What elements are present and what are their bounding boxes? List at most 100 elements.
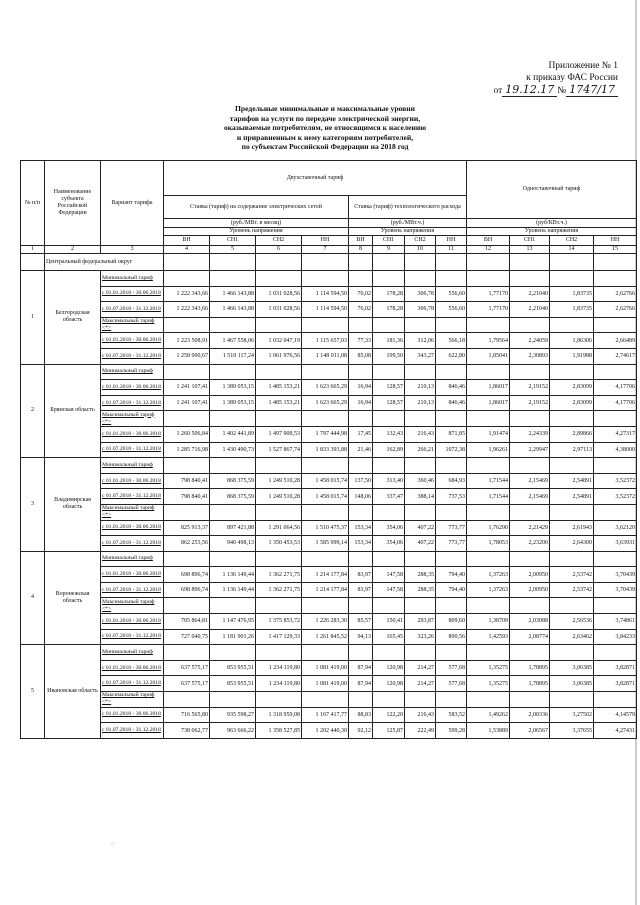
tariff-value: 1 202 440,30 <box>301 722 349 739</box>
header-two-rate: Двухставочный тариф <box>162 160 468 196</box>
empty-cell <box>163 316 210 334</box>
empty-cell <box>209 457 256 474</box>
tariff-value: 2,64300 <box>549 535 595 552</box>
tariff-value: 794,40 <box>434 581 468 599</box>
empty-cell <box>509 550 551 568</box>
tariff-value: 214,27 <box>404 659 436 677</box>
voltage-label: Уровень напряжения <box>347 227 468 236</box>
tariff-value: 178,28 <box>372 301 405 318</box>
tariff-value: 2,66489 <box>593 332 638 349</box>
empty-cell <box>348 597 373 615</box>
tariff-label-row: 1 Белгородская область Минимальный тариф <box>20 270 638 365</box>
tariff-value: 293,87 <box>404 613 436 630</box>
tariff-value: 1 285 716,98 <box>163 441 210 459</box>
empty-cell <box>348 363 373 381</box>
empty-cell <box>404 457 436 474</box>
tariff-value: 2,53742 <box>549 566 595 583</box>
tariff-value: 738 062,77 <box>163 722 210 739</box>
empty-cell <box>434 316 468 334</box>
empty-cell <box>372 457 405 474</box>
scan-marks: ⁘ <box>110 840 116 848</box>
empty-cell <box>549 691 595 708</box>
max-tariff-label: Максимальный тариф <*> <box>100 691 164 708</box>
region-number: 4 <box>20 550 45 646</box>
empty-cell <box>509 457 551 474</box>
period-label: с 01.01.2018 - 30.06.2018 <box>100 659 164 677</box>
tariff-value: 940 498,13 <box>209 535 256 552</box>
period-label: с 01.01.2018 - 30.06.2018 <box>100 379 164 396</box>
tariff-value: 773,77 <box>434 535 468 552</box>
tariff-value: 323,26 <box>404 628 436 646</box>
empty-cell <box>255 270 302 287</box>
empty-cell <box>301 503 349 521</box>
tariff-value: 1,78053 <box>466 535 511 552</box>
tariff-value: 1,77170 <box>466 285 511 303</box>
table-row: с 01.01.2018 - 30.06.2018 1 260 506,84 1 4… <box>21 425 638 443</box>
tariff-value: 868 375,59 <box>209 488 256 505</box>
tariff-value: 846,46 <box>434 394 468 412</box>
unit-losses: (руб./МВт.ч.) <box>347 218 468 228</box>
tariff-value: 2,63462 <box>549 628 595 646</box>
tariff-value: 3,84233 <box>593 628 638 646</box>
empty-cell <box>163 270 210 287</box>
empty-cell <box>404 691 436 708</box>
table-row: с 01.01.2018 - 30.06.2018 1 241 107,41 1 3… <box>21 379 638 396</box>
voltage-level-header: НН <box>593 235 638 246</box>
tariff-value: 1,79564 <box>466 332 511 349</box>
tariff-value: 313,40 <box>372 472 405 490</box>
tariff-value: 354,06 <box>372 535 405 552</box>
tariff-value: 871,85 <box>434 425 468 443</box>
tariff-value: 354,06 <box>372 519 405 537</box>
tariff-value: 4,17706 <box>593 394 638 412</box>
tariff-value: 890,56 <box>434 628 468 646</box>
tariff-value: 2,00950 <box>509 581 551 599</box>
empty-cell <box>404 550 436 568</box>
empty-cell <box>466 644 511 661</box>
tariff-value: 2,23200 <box>509 535 551 552</box>
tariff-label-row: 3 Владимирская область Минимальный тариф <box>20 457 638 552</box>
tariff-value: 1,78895 <box>509 659 551 677</box>
tariff-value: 222,49 <box>404 722 436 739</box>
empty-cell <box>163 691 210 708</box>
tariff-value: 1 430 490,73 <box>209 441 256 459</box>
empty-cell <box>209 597 256 615</box>
tariff-value: 1 258 990,67 <box>163 347 210 365</box>
empty-cell <box>549 597 595 615</box>
min-tariff-label: Минимальный тариф <box>100 457 164 474</box>
tariff-value: 3,52372 <box>593 488 638 505</box>
tariff-value: 2,15469 <box>509 472 551 490</box>
tariff-value: 2,21429 <box>509 519 551 537</box>
order-date: 19.12.17 <box>502 83 558 97</box>
tariff-value: 1 623 665,29 <box>301 394 349 412</box>
column-number: 3 <box>100 245 164 254</box>
tariff-value: 1 527 867,74 <box>255 441 302 459</box>
tariff-value: 2,19152 <box>509 379 551 396</box>
table-row: с 01.07.2018 - 31.12.2018 1 241 107,41 1 3… <box>21 394 638 412</box>
tariff-value: 1,53889 <box>466 722 511 739</box>
period-label: с 01.07.2018 - 31.12.2018 <box>100 394 164 412</box>
table-row: с 01.07.2018 - 31.12.2018 727 040,75 1 181… <box>21 628 638 646</box>
period-label: с 01.07.2018 - 31.12.2018 <box>100 441 164 459</box>
empty-cell <box>348 691 373 708</box>
empty-cell <box>434 597 468 615</box>
tariff-value: 1 510 117,24 <box>209 347 256 365</box>
tariff-value: 132,43 <box>372 425 405 443</box>
period-label: с 01.01.2018 - 30.06.2018 <box>100 613 164 630</box>
tariff-value: 216,43 <box>404 706 436 724</box>
tariff-value: 3,06385 <box>549 659 595 677</box>
empty-cell <box>255 363 302 381</box>
empty-cell <box>434 691 468 708</box>
min-tariff-label: Минимальный тариф <box>100 644 164 661</box>
empty-cell <box>301 316 349 334</box>
table-row: с 01.01.2018 - 30.06.2018 698 896,74 1 136… <box>21 566 638 583</box>
tariff-value: 83,97 <box>348 566 373 583</box>
empty-cell <box>466 316 511 334</box>
table-row: с 01.07.2018 - 31.12.2018 1 222 343,66 1 4… <box>21 301 638 318</box>
tariff-value: 2,24339 <box>509 425 551 443</box>
table-row: с 01.07.2018 - 31.12.2018 738 062,77 963 6… <box>21 722 638 739</box>
tariff-value: 868 375,59 <box>209 472 256 490</box>
empty-cell <box>301 363 349 381</box>
table-row: с 01.01.2018 - 30.06.2018 825 913,37 897 4… <box>21 519 638 537</box>
tariff-value: 147,58 <box>372 566 405 583</box>
empty-cell <box>466 597 511 615</box>
